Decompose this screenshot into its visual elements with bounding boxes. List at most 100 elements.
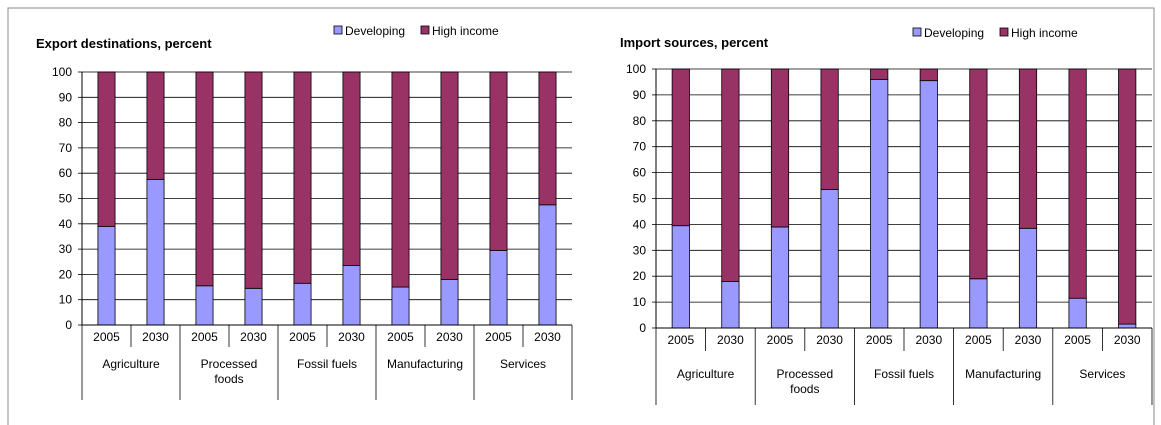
x-tick-label-year: 2005 <box>767 333 794 347</box>
x-tick-label-year: 2030 <box>240 330 267 344</box>
bar-developing <box>770 226 790 329</box>
bar-developing <box>342 265 361 326</box>
legend-label-high-income: High income <box>1011 26 1078 40</box>
bar-high-income <box>244 71 263 289</box>
bar-high-income <box>671 68 690 227</box>
legend-label-developing: Developing <box>345 24 405 38</box>
x-group-label: Fossil fuels <box>874 367 934 381</box>
bar-developing <box>1118 323 1137 329</box>
bar-developing <box>489 249 508 326</box>
x-tick-label-year: 2005 <box>485 330 512 344</box>
bar-developing <box>671 225 690 329</box>
y-tick-label: 90 <box>59 90 73 104</box>
y-tick-label: 70 <box>633 140 647 154</box>
x-group-label: Manufacturing <box>965 367 1041 381</box>
x-tick-label-year: 2005 <box>965 333 992 347</box>
x-group-label: Agriculture <box>102 357 160 371</box>
bar-developing <box>391 286 410 326</box>
bar-developing <box>820 189 839 329</box>
x-group-label: Agriculture <box>677 367 735 381</box>
bar-high-income <box>440 71 459 280</box>
bar-high-income <box>770 68 790 228</box>
bar-high-income <box>538 71 557 206</box>
bar-high-income <box>293 71 312 284</box>
bar-high-income <box>97 71 116 227</box>
bar-high-income <box>721 68 740 282</box>
y-tick-label: 50 <box>59 192 73 206</box>
x-tick-label-year: 2005 <box>289 330 316 344</box>
bar-developing <box>1068 297 1087 329</box>
bar-developing <box>721 280 740 329</box>
bar-developing <box>293 282 312 326</box>
y-tick-label: 100 <box>626 62 646 76</box>
x-group-label: Manufacturing <box>387 357 463 371</box>
bar-high-income <box>1018 68 1038 229</box>
chart-title: Import sources, percent <box>620 35 769 50</box>
bar-developing <box>440 279 459 326</box>
x-group-label: Services <box>500 357 546 371</box>
y-tick-label: 40 <box>59 217 73 231</box>
legend-label-developing: Developing <box>924 26 984 40</box>
x-tick-label-year: 2005 <box>191 330 218 344</box>
x-tick-label-year: 2030 <box>816 333 843 347</box>
y-tick-label: 70 <box>59 141 73 155</box>
legend-swatch-high-income <box>420 25 430 35</box>
x-tick-label-year: 2030 <box>1015 333 1042 347</box>
y-tick-label: 0 <box>65 318 72 332</box>
y-tick-label: 30 <box>633 243 647 257</box>
bar-developing <box>969 278 988 329</box>
y-tick-label: 20 <box>633 269 647 283</box>
bar-high-income <box>146 71 165 180</box>
y-tick-label: 80 <box>633 114 647 128</box>
import-sources-chart: Import sources, percent Developing High in… <box>620 26 1153 405</box>
x-tick-label-year: 2005 <box>387 330 414 344</box>
y-tick-label: 60 <box>59 166 73 180</box>
bar-high-income <box>195 71 214 287</box>
x-tick-label-year: 2030 <box>534 330 561 344</box>
bar-developing <box>244 287 263 326</box>
legend-label-high-income: High income <box>432 24 499 38</box>
y-tick-label: 10 <box>59 293 73 307</box>
x-tick-label-year: 2005 <box>667 333 694 347</box>
x-group-label: Services <box>1079 367 1125 381</box>
bar-high-income <box>342 71 361 266</box>
x-tick-label-year: 2005 <box>93 330 120 344</box>
bar-developing <box>97 225 116 326</box>
y-tick-label: 30 <box>59 242 73 256</box>
bar-high-income <box>1118 68 1137 325</box>
x-group-label: foods <box>214 372 243 386</box>
bar-developing <box>1018 227 1038 329</box>
bar-high-income <box>919 68 938 82</box>
bar-developing <box>870 78 889 329</box>
bar-high-income <box>1068 68 1087 299</box>
y-tick-label: 40 <box>633 217 647 231</box>
bar-developing <box>538 204 557 326</box>
export-destinations-chart: Export destinations, percent Developing Hi… <box>36 24 573 400</box>
y-tick-label: 90 <box>633 88 647 102</box>
bar-high-income <box>820 68 839 190</box>
y-tick-label: 100 <box>52 65 72 79</box>
y-tick-label: 0 <box>639 321 646 335</box>
y-tick-label: 10 <box>633 295 647 309</box>
x-group-label: foods <box>790 382 819 396</box>
x-group-label: Processed <box>201 357 258 371</box>
x-tick-label-year: 2005 <box>1064 333 1091 347</box>
bar-developing <box>195 285 214 326</box>
bar-high-income <box>969 68 988 280</box>
y-tick-label: 50 <box>633 192 647 206</box>
bar-developing <box>919 80 938 329</box>
x-tick-label-year: 2030 <box>338 330 365 344</box>
x-tick-label-year: 2005 <box>866 333 893 347</box>
x-tick-label-year: 2030 <box>142 330 169 344</box>
x-tick-label-year: 2030 <box>717 333 744 347</box>
x-group-label: Processed <box>776 367 833 381</box>
chart-title: Export destinations, percent <box>36 36 212 51</box>
bar-high-income <box>489 71 508 251</box>
x-tick-label-year: 2030 <box>1114 333 1141 347</box>
legend-swatch-developing <box>333 25 343 35</box>
y-tick-label: 60 <box>633 166 647 180</box>
legend-swatch-developing <box>912 27 922 37</box>
x-group-label: Fossil fuels <box>297 357 357 371</box>
y-tick-label: 80 <box>59 116 73 130</box>
